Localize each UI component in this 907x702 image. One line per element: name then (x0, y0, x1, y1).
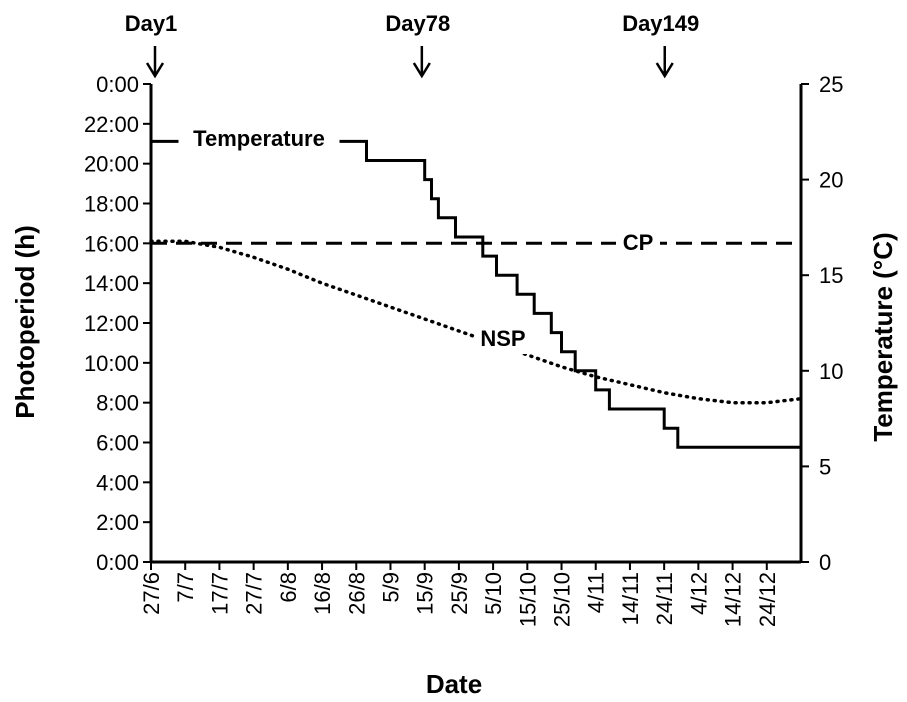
x-tick-label: 4/12 (686, 572, 711, 615)
series-label-temperature: Temperature (193, 126, 325, 151)
series-line-temperature (151, 139, 801, 449)
x-tick-label: 14/12 (721, 572, 746, 627)
down-arrow-icon (655, 62, 674, 79)
x-tick-label: 15/10 (515, 572, 540, 627)
x-tick-label: 7/7 (173, 572, 198, 603)
x-tick-label: 24/12 (755, 572, 780, 627)
x-tick-label: 27/6 (139, 572, 164, 615)
day-annotation-label: Day149 (622, 11, 699, 36)
down-arrow-icon (412, 62, 431, 79)
series-label-background (178, 122, 340, 154)
labels-layer: 0:00 2:00 4:00 6:00 8:00 10:00 12:00 14:00 16:00… (84, 72, 844, 627)
x-tick-label: 24/11 (652, 572, 677, 625)
y-right-tick-label: 15 (819, 263, 843, 288)
series-label-nsp: NSP (480, 326, 525, 351)
y-left-tick-label: 14:00 (84, 271, 139, 296)
day-annotation-label: Day78 (385, 11, 450, 36)
y-left-tick-label: 18:00 (84, 192, 139, 217)
x-tick-label: 27/7 (242, 572, 267, 615)
y-left-tick-label: 16:00 (84, 231, 139, 256)
y-right-tick-label: 20 (819, 168, 843, 193)
x-tick-label: 25/9 (447, 572, 472, 615)
down-arrow-icon (145, 62, 165, 79)
series-label-cp: CP (623, 230, 654, 255)
y-left-tick-label: 2:00 (96, 510, 139, 535)
axes (143, 83, 809, 570)
x-tick-label: 25/10 (550, 572, 575, 627)
x-tick-label: 5/9 (378, 572, 403, 603)
y-left-tick-label: 0:00 (96, 72, 139, 97)
y-left-tick-label: 22:00 (84, 112, 139, 137)
y-right-tick-label: 10 (819, 359, 843, 384)
y-right-tick-label: 0 (819, 550, 831, 575)
y-left-tick-label: 12:00 (84, 311, 139, 336)
x-axis-title: Date (426, 669, 482, 699)
y-left-tick-label: 20:00 (84, 152, 139, 177)
y-left-tick-label: 10:00 (84, 351, 139, 376)
y-left-tick-label: 4:00 (96, 470, 139, 495)
x-tick-label: 5/10 (481, 572, 506, 615)
series-label-background (474, 322, 532, 354)
y-left-tick-label: 0:00 (96, 550, 139, 575)
y-left-tick-label: 8:00 (96, 391, 139, 416)
y-right-tick-label: 5 (819, 454, 831, 479)
y-left-axis-title: Photoperiod (h) (10, 225, 40, 419)
x-tick-label: 17/7 (207, 572, 232, 615)
annotation-layer: Temperature CP NSP Day1 Day78 Day149 (125, 11, 699, 354)
x-tick-label: 16/8 (310, 572, 335, 615)
day-annotation-label: Day1 (125, 11, 178, 36)
y-right-axis-title: Temperature (°C) (868, 232, 898, 441)
x-tick-label: 4/11 (584, 572, 609, 613)
x-tick-label: 26/8 (344, 572, 369, 615)
x-tick-label: 14/11 (618, 572, 643, 625)
y-left-tick-label: 6:00 (96, 431, 139, 456)
series-line-nsp (149, 239, 803, 405)
series-label-background (616, 226, 660, 258)
x-tick-label: 6/8 (276, 572, 301, 603)
y-right-tick-label: 25 (819, 72, 843, 97)
x-tick-label: 15/9 (413, 572, 438, 615)
series-layer (149, 139, 803, 449)
